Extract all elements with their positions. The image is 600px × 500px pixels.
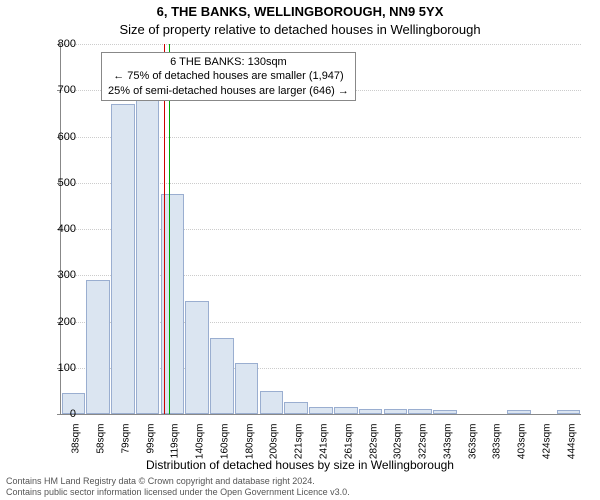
- xtick-label: 261sqm: [343, 424, 354, 474]
- histogram-bar: [210, 338, 234, 414]
- xtick-label: 140sqm: [195, 424, 206, 474]
- plot-area: 6 THE BANKS: 130sqm ← 75% of detached ho…: [60, 44, 581, 415]
- histogram-bar: [309, 407, 333, 414]
- ytick-label: 300: [36, 269, 76, 281]
- xtick-label: 79sqm: [120, 424, 131, 474]
- ytick-label: 800: [36, 38, 76, 50]
- footer-attribution: Contains HM Land Registry data © Crown c…: [6, 476, 350, 498]
- histogram-bar: [507, 410, 531, 414]
- ytick-label: 700: [36, 84, 76, 96]
- xtick-label: 160sqm: [219, 424, 230, 474]
- histogram-bar: [384, 409, 408, 414]
- histogram-bar: [334, 407, 358, 414]
- xtick-label: 119sqm: [170, 424, 181, 474]
- xtick-label: 383sqm: [492, 424, 503, 474]
- chart-container: 6, THE BANKS, WELLINGBOROUGH, NN9 5YX Si…: [0, 0, 600, 500]
- annotation-box: 6 THE BANKS: 130sqm ← 75% of detached ho…: [101, 52, 356, 101]
- gridline: [61, 44, 581, 45]
- histogram-bar: [408, 409, 432, 414]
- ytick-label: 600: [36, 131, 76, 143]
- xtick-label: 302sqm: [393, 424, 404, 474]
- xtick-label: 282sqm: [368, 424, 379, 474]
- xtick-label: 403sqm: [517, 424, 528, 474]
- xtick-label: 241sqm: [319, 424, 330, 474]
- histogram-bar: [235, 363, 259, 414]
- footer-line-1: Contains HM Land Registry data © Crown c…: [6, 476, 350, 487]
- histogram-bar: [111, 104, 135, 414]
- xtick-label: 99sqm: [145, 424, 156, 474]
- xtick-label: 424sqm: [541, 424, 552, 474]
- histogram-bar: [136, 100, 160, 415]
- annotation-line-3: 25% of semi-detached houses are larger (…: [108, 84, 349, 98]
- annotation-line-2: ← 75% of detached houses are smaller (1,…: [108, 69, 349, 83]
- xtick-label: 200sqm: [269, 424, 280, 474]
- xtick-label: 58sqm: [96, 424, 107, 474]
- ytick-label: 500: [36, 177, 76, 189]
- histogram-bar: [185, 301, 209, 414]
- ytick-label: 0: [36, 408, 76, 420]
- xtick-label: 38sqm: [71, 424, 82, 474]
- chart-title-secondary: Size of property relative to detached ho…: [0, 22, 600, 37]
- xtick-label: 180sqm: [244, 424, 255, 474]
- annotation-line-1: 6 THE BANKS: 130sqm: [108, 55, 349, 69]
- xtick-label: 322sqm: [418, 424, 429, 474]
- histogram-bar: [284, 402, 308, 414]
- ytick-label: 100: [36, 362, 76, 374]
- chart-title-primary: 6, THE BANKS, WELLINGBOROUGH, NN9 5YX: [0, 4, 600, 19]
- histogram-bar: [86, 280, 110, 414]
- xtick-label: 221sqm: [294, 424, 305, 474]
- histogram-bar: [557, 410, 581, 414]
- histogram-bar: [260, 391, 284, 414]
- xtick-label: 343sqm: [442, 424, 453, 474]
- xtick-label: 444sqm: [566, 424, 577, 474]
- ytick-label: 400: [36, 223, 76, 235]
- xtick-label: 363sqm: [467, 424, 478, 474]
- footer-line-2: Contains public sector information licen…: [6, 487, 350, 498]
- histogram-bar: [359, 409, 383, 414]
- ytick-label: 200: [36, 316, 76, 328]
- histogram-bar: [433, 410, 457, 414]
